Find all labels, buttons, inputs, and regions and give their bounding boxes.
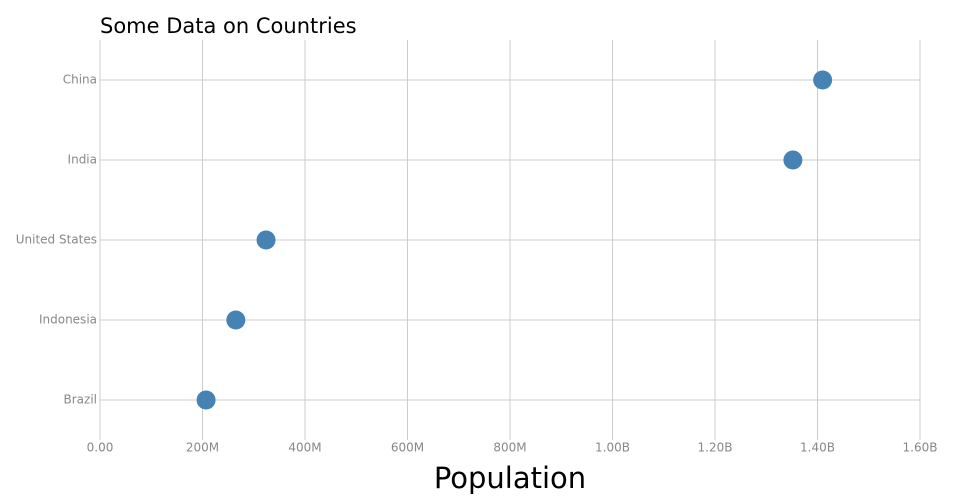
x-tick-label: 1.00B: [595, 441, 630, 455]
x-tick-label: 600M: [391, 441, 424, 455]
x-tick-label: 200M: [186, 441, 219, 455]
y-tick-label: United States: [16, 233, 97, 247]
chart-title: Some Data on Countries: [100, 14, 357, 38]
y-tick-label: Brazil: [64, 393, 98, 407]
dot: [226, 310, 246, 330]
dot: [813, 70, 833, 90]
x-tick-label: 1.40B: [800, 441, 835, 455]
x-tick-label: 400M: [288, 441, 321, 455]
y-tick-label: China: [63, 73, 97, 87]
x-tick-label: 1.60B: [903, 441, 938, 455]
x-axis-title: Population: [434, 461, 586, 495]
x-tick-label: 0.00: [87, 441, 114, 455]
x-tick-label: 800M: [493, 441, 526, 455]
y-tick-label: Indonesia: [39, 313, 97, 327]
y-tick-label: India: [68, 153, 97, 167]
dot: [196, 390, 216, 410]
x-tick-label: 1.20B: [698, 441, 733, 455]
dot: [256, 230, 276, 250]
dot: [783, 150, 803, 170]
